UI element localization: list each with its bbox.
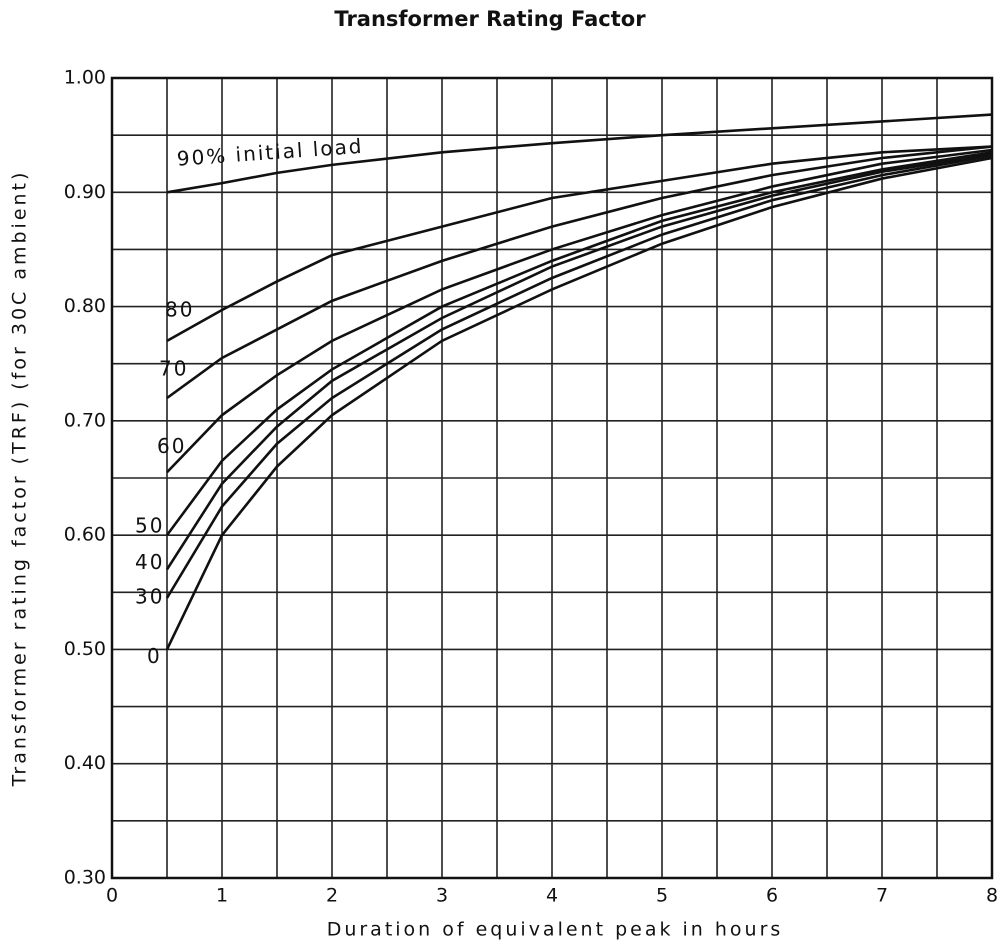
curve — [166, 148, 993, 474]
x-tick-label: 1 — [216, 885, 228, 907]
y-tick-label: 0.80 — [64, 295, 106, 317]
x-tick-label: 6 — [766, 885, 778, 907]
chart-title: Transformer Rating Factor — [334, 7, 646, 31]
plot-frame — [110, 76, 994, 880]
curve — [166, 145, 993, 342]
y-tick-label: 0.90 — [64, 181, 106, 203]
x-tick-label: 3 — [436, 885, 448, 907]
x-tick-label: 4 — [546, 885, 558, 907]
curve — [165, 151, 993, 536]
x-tick-label: 8 — [986, 885, 998, 907]
y-axis-label: Transformer rating factor (TRF) (for 30C… — [9, 170, 31, 788]
curve-label: 0 — [147, 644, 162, 668]
x-tick-label: 5 — [656, 885, 668, 907]
y-tick-label: 0.70 — [64, 409, 106, 431]
curve — [165, 153, 993, 571]
curve — [166, 113, 993, 194]
curve-label: 70 — [159, 357, 188, 381]
curve — [165, 156, 993, 650]
curve-label: 80 — [165, 297, 194, 321]
curve-label: 30 — [135, 585, 164, 609]
x-tick-label: 0 — [106, 885, 118, 907]
y-tick-label: 0.50 — [64, 638, 106, 660]
curve — [165, 154, 993, 599]
x-tick-label: 2 — [326, 885, 338, 907]
y-tick-label: 0.30 — [64, 867, 106, 889]
y-tick-label: 0.60 — [64, 524, 106, 546]
curve-label: 40 — [135, 550, 164, 574]
y-tick-label: 1.00 — [64, 67, 106, 89]
curve-label: 60 — [157, 434, 186, 458]
curve — [166, 145, 993, 400]
x-axis-label: Duration of equivalent peak in hours — [327, 919, 784, 941]
y-tick-label: 0.40 — [64, 752, 106, 774]
x-tick-label: 7 — [876, 885, 888, 907]
curve-label: 50 — [135, 514, 164, 538]
